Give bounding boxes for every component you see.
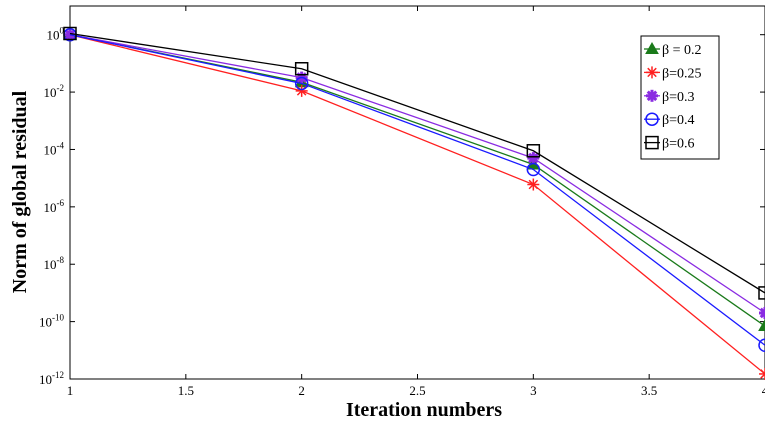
y-tick-base: 10	[39, 315, 52, 330]
legend-label: β=0.4	[662, 113, 695, 128]
ticks: 1 1.5 2 2.5 3 3.5 410010-210-410-610-810-1010-…	[39, 6, 765, 398]
y-tick-exponent: -4	[57, 140, 65, 150]
data-point	[758, 319, 765, 332]
legend-entry: β=0.25	[644, 66, 702, 81]
data-point-stroke	[528, 179, 539, 190]
legend-marker	[645, 112, 659, 126]
legend-label: β=0.25	[662, 66, 702, 81]
series-4	[63, 26, 765, 300]
legend-marker	[645, 135, 659, 150]
data-point	[63, 26, 77, 41]
y-tick-label: 10-8	[44, 255, 65, 272]
x-tick-label: 4	[762, 383, 765, 398]
x-tick-label: 3.5	[641, 383, 657, 398]
y-tick-exponent: -10	[52, 313, 64, 323]
data-point-stroke	[760, 372, 765, 379]
legend-marker	[646, 89, 658, 102]
data-point	[526, 144, 541, 158]
legend-entry: β=0.3	[644, 89, 695, 105]
series-line	[69, 34, 765, 314]
x-tick-label: 1	[67, 383, 74, 398]
y-tick-exponent: -2	[57, 83, 65, 93]
data-point	[527, 178, 540, 191]
series-layer	[63, 26, 765, 380]
legend: β = 0.2 β=0.25 β=0.3 β=0.4 β=0.6	[640, 35, 720, 160]
legend-marker	[646, 66, 658, 79]
legend-marker	[645, 41, 659, 54]
y-tick-exponent: 0	[60, 26, 65, 36]
legend-marker-stroke	[647, 67, 657, 78]
legend-entry: β = 0.2	[644, 41, 702, 58]
y-tick-label: 10-12	[39, 370, 64, 387]
data-point-core	[762, 309, 765, 316]
x-tick-label: 2.5	[409, 383, 425, 398]
y-tick-label: 10-2	[44, 83, 65, 100]
legend-label: β=0.3	[662, 90, 695, 105]
data-point-stroke	[759, 307, 765, 316]
series-line	[69, 32, 765, 294]
series-line	[69, 34, 765, 375]
data-point	[527, 152, 540, 165]
data-point	[758, 338, 765, 353]
data-point	[759, 306, 765, 319]
y-tick-exponent: -8	[57, 255, 65, 265]
data-point-stroke	[759, 310, 765, 319]
y-axis-label: Norm of global residual	[9, 90, 31, 293]
y-tick-base: 10	[44, 200, 57, 215]
y-tick-base: 10	[44, 257, 57, 272]
data-point	[759, 367, 765, 380]
x-tick-label: 1.5	[178, 383, 194, 398]
y-tick-exponent: -12	[52, 370, 64, 380]
legend-label: β = 0.2	[662, 43, 702, 58]
data-point	[758, 286, 765, 300]
y-tick-base: 10	[44, 85, 57, 100]
legend-label: β=0.6	[662, 137, 695, 152]
data-point-core	[530, 155, 537, 162]
data-point	[294, 62, 309, 76]
y-tick-base: 10	[39, 372, 52, 387]
data-point	[526, 162, 541, 177]
data-point-stroke	[760, 369, 765, 376]
x-axis-label: Iteration numbers	[346, 399, 502, 421]
y-tick-exponent: -6	[57, 198, 65, 208]
legend-entry: β=0.4	[644, 112, 695, 128]
y-tick-label: 10-10	[39, 313, 64, 330]
x-tick-label: 3	[530, 383, 537, 398]
y-tick-base: 10	[44, 142, 57, 157]
legend-entry: β=0.6	[644, 135, 695, 152]
x-tick-label: 2	[298, 383, 305, 398]
y-tick-label: 10-4	[44, 140, 65, 157]
y-tick-label: 10-6	[44, 198, 65, 215]
series-line	[69, 34, 765, 346]
y-tick-label: 100	[47, 26, 65, 43]
data-point	[294, 76, 309, 91]
legend-marker-core	[649, 92, 655, 99]
y-tick-base: 10	[47, 28, 60, 43]
